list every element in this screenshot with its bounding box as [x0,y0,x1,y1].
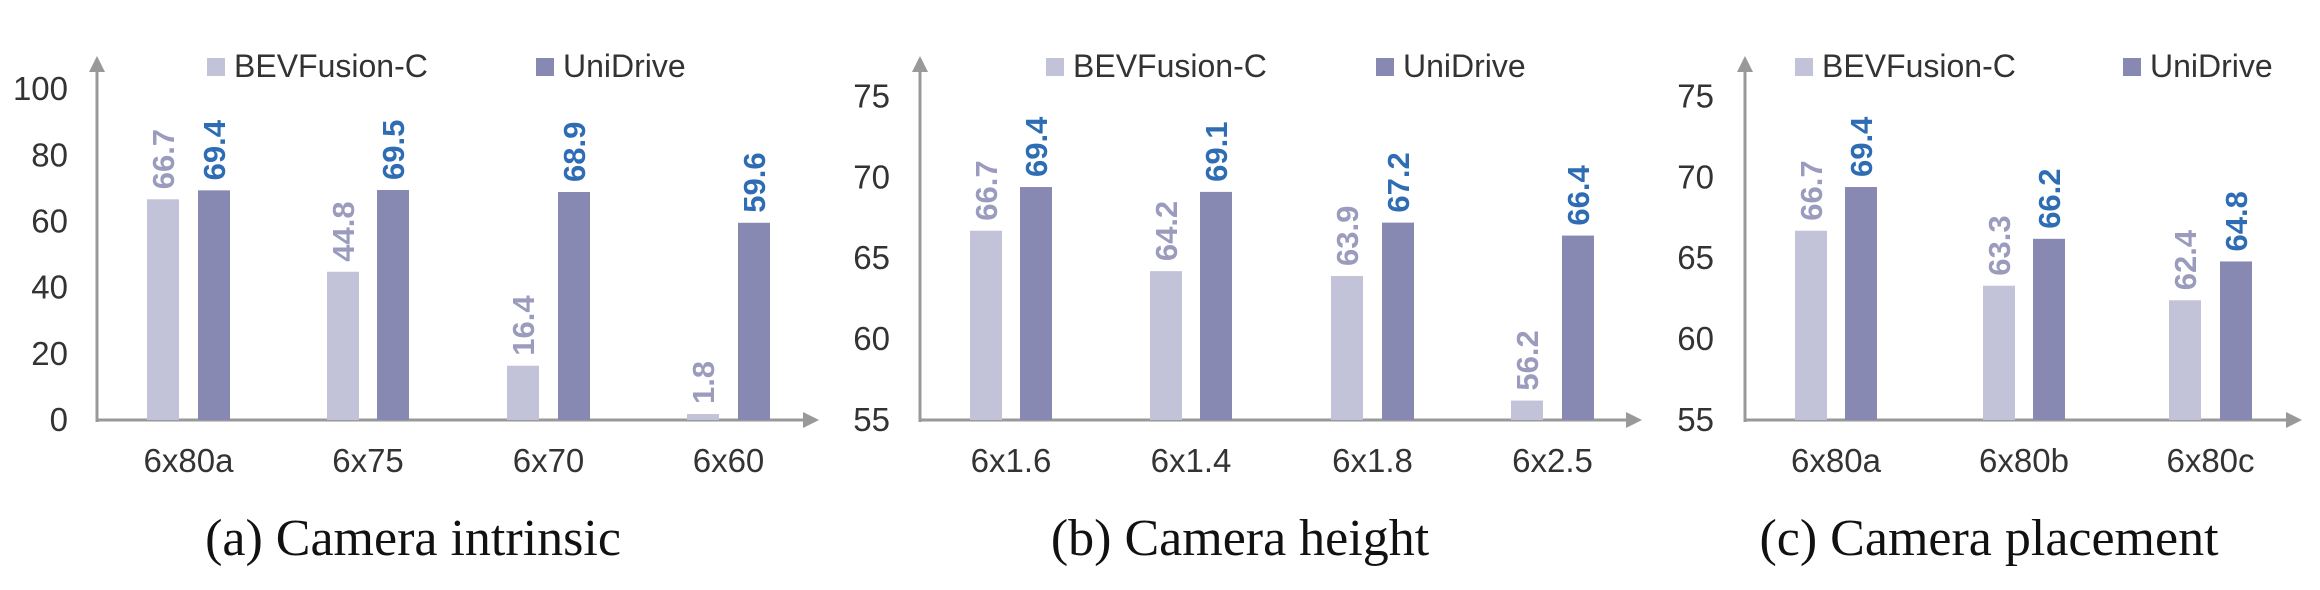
data-label-unidrive: 69.4 [197,119,232,180]
data-label-unidrive: 69.5 [376,120,411,180]
data-label-unidrive: 66.4 [1561,164,1596,225]
bar-unidrive [2220,261,2252,420]
legend-swatch-unidrive [536,58,554,76]
legend-label-unidrive: UniDrive [1403,48,1526,84]
bar-unidrive [738,222,770,420]
data-label-bevfusion-c: 63.9 [1330,206,1365,266]
bar-unidrive [1845,187,1877,420]
bar-bevfusion-c [1983,285,2015,420]
legend-label-unidrive: UniDrive [563,48,686,84]
data-label-unidrive: 67.2 [1381,152,1416,212]
bar-bevfusion-c [147,199,179,420]
y-tick-label: 40 [31,269,68,306]
y-tick-label: 60 [1677,320,1714,357]
y-tick-label: 70 [853,158,890,195]
panel-caption: (c) Camera placement [1759,510,2219,567]
bar-bevfusion-c [1150,271,1182,420]
y-tick-label: 100 [13,70,68,107]
legend-swatch-unidrive [2123,58,2141,76]
x-tick-label: 6x60 [693,442,765,479]
x-tick-label: 6x1.4 [1151,442,1232,479]
x-tick-label: 6x80a [1791,442,1882,479]
y-tick-label: 70 [1677,158,1714,195]
data-label-unidrive: 69.4 [1844,116,1879,177]
legend-label-bevfusion-c: BEVFusion-C [234,48,428,84]
data-label-bevfusion-c: 1.8 [686,361,721,404]
data-label-bevfusion-c: 56.2 [1510,330,1545,390]
x-tick-label: 6x80b [1979,442,2069,479]
y-tick-label: 65 [1677,239,1714,276]
x-axis-arrow-icon [803,412,819,428]
data-label-bevfusion-c: 62.4 [2168,229,2203,290]
data-label-bevfusion-c: 64.2 [1149,201,1184,261]
bar-unidrive [198,190,230,420]
bar-unidrive [1020,187,1052,420]
legend-swatch-bevfusion-c [207,58,225,76]
legend-swatch-bevfusion-c [1795,58,1813,76]
y-tick-label: 0 [50,401,68,438]
y-tick-label: 60 [853,320,890,357]
bar-unidrive [377,190,409,420]
chart-panel-3: 55 60 65 70 75 BEVFusion-C UniDrive 66.7 69.4 6x8… [1677,48,2302,567]
bar-bevfusion-c [1331,276,1363,420]
bar-unidrive [558,192,590,420]
bar-bevfusion-c [327,271,359,420]
legend-label-unidrive: UniDrive [2150,48,2273,84]
data-label-bevfusion-c: 44.8 [326,201,361,261]
data-label-bevfusion-c: 66.7 [1794,160,1829,220]
data-label-unidrive: 64.8 [2219,191,2254,251]
bar-bevfusion-c [507,365,539,420]
x-tick-label: 6x80a [144,442,235,479]
data-label-unidrive: 59.6 [737,152,772,212]
legend-label-bevfusion-c: BEVFusion-C [1822,48,2016,84]
y-axis-arrow-icon [912,56,928,72]
bar-bevfusion-c [687,414,719,420]
y-tick-label: 75 [853,77,890,114]
chart-panel-1: 0 20 40 60 80 100 BEVFusion-C UniDrive 66.7 69.4 6… [13,48,819,567]
bar-unidrive [1200,191,1232,420]
bar-unidrive [1562,235,1594,420]
x-tick-label: 6x75 [332,442,404,479]
y-tick-label: 55 [853,401,890,438]
legend-swatch-bevfusion-c [1046,58,1064,76]
bar-bevfusion-c [970,230,1002,420]
x-axis-arrow-icon [1626,412,1642,428]
y-tick-label: 55 [1677,401,1714,438]
data-label-bevfusion-c: 66.7 [146,129,181,189]
x-tick-label: 6x70 [513,442,585,479]
y-axis-arrow-icon [89,56,105,72]
x-axis-arrow-icon [2286,412,2302,428]
chart-panel-2: 55 60 65 70 75 BEVFusion-C UniDrive 66.7 69.4 6x1… [853,48,1642,567]
data-label-bevfusion-c: 16.4 [506,295,541,356]
x-tick-label: 6x1.6 [971,442,1052,479]
data-label-bevfusion-c: 66.7 [969,160,1004,220]
data-label-unidrive: 68.9 [557,122,592,182]
bar-bevfusion-c [2169,300,2201,420]
y-tick-label: 60 [31,202,68,239]
x-tick-label: 6x80c [2166,442,2254,479]
y-axis-arrow-icon [1737,56,1753,72]
data-label-unidrive: 69.4 [1019,116,1054,177]
data-label-unidrive: 66.2 [2032,168,2067,228]
bar-unidrive [1382,222,1414,420]
y-tick-label: 20 [31,335,68,372]
x-tick-label: 6x2.5 [1512,442,1593,479]
bar-bevfusion-c [1511,400,1543,420]
bar-unidrive [2033,238,2065,420]
data-label-bevfusion-c: 63.3 [1982,215,2017,275]
y-tick-label: 80 [31,136,68,173]
bar-bevfusion-c [1795,230,1827,420]
legend-swatch-unidrive [1376,58,1394,76]
data-label-unidrive: 69.1 [1199,122,1234,182]
y-tick-label: 65 [853,239,890,276]
x-tick-label: 6x1.8 [1332,442,1413,479]
legend-label-bevfusion-c: BEVFusion-C [1073,48,1267,84]
panel-caption: (b) Camera height [1051,510,1430,567]
panel-caption: (a) Camera intrinsic [205,510,621,567]
y-tick-label: 75 [1677,77,1714,114]
